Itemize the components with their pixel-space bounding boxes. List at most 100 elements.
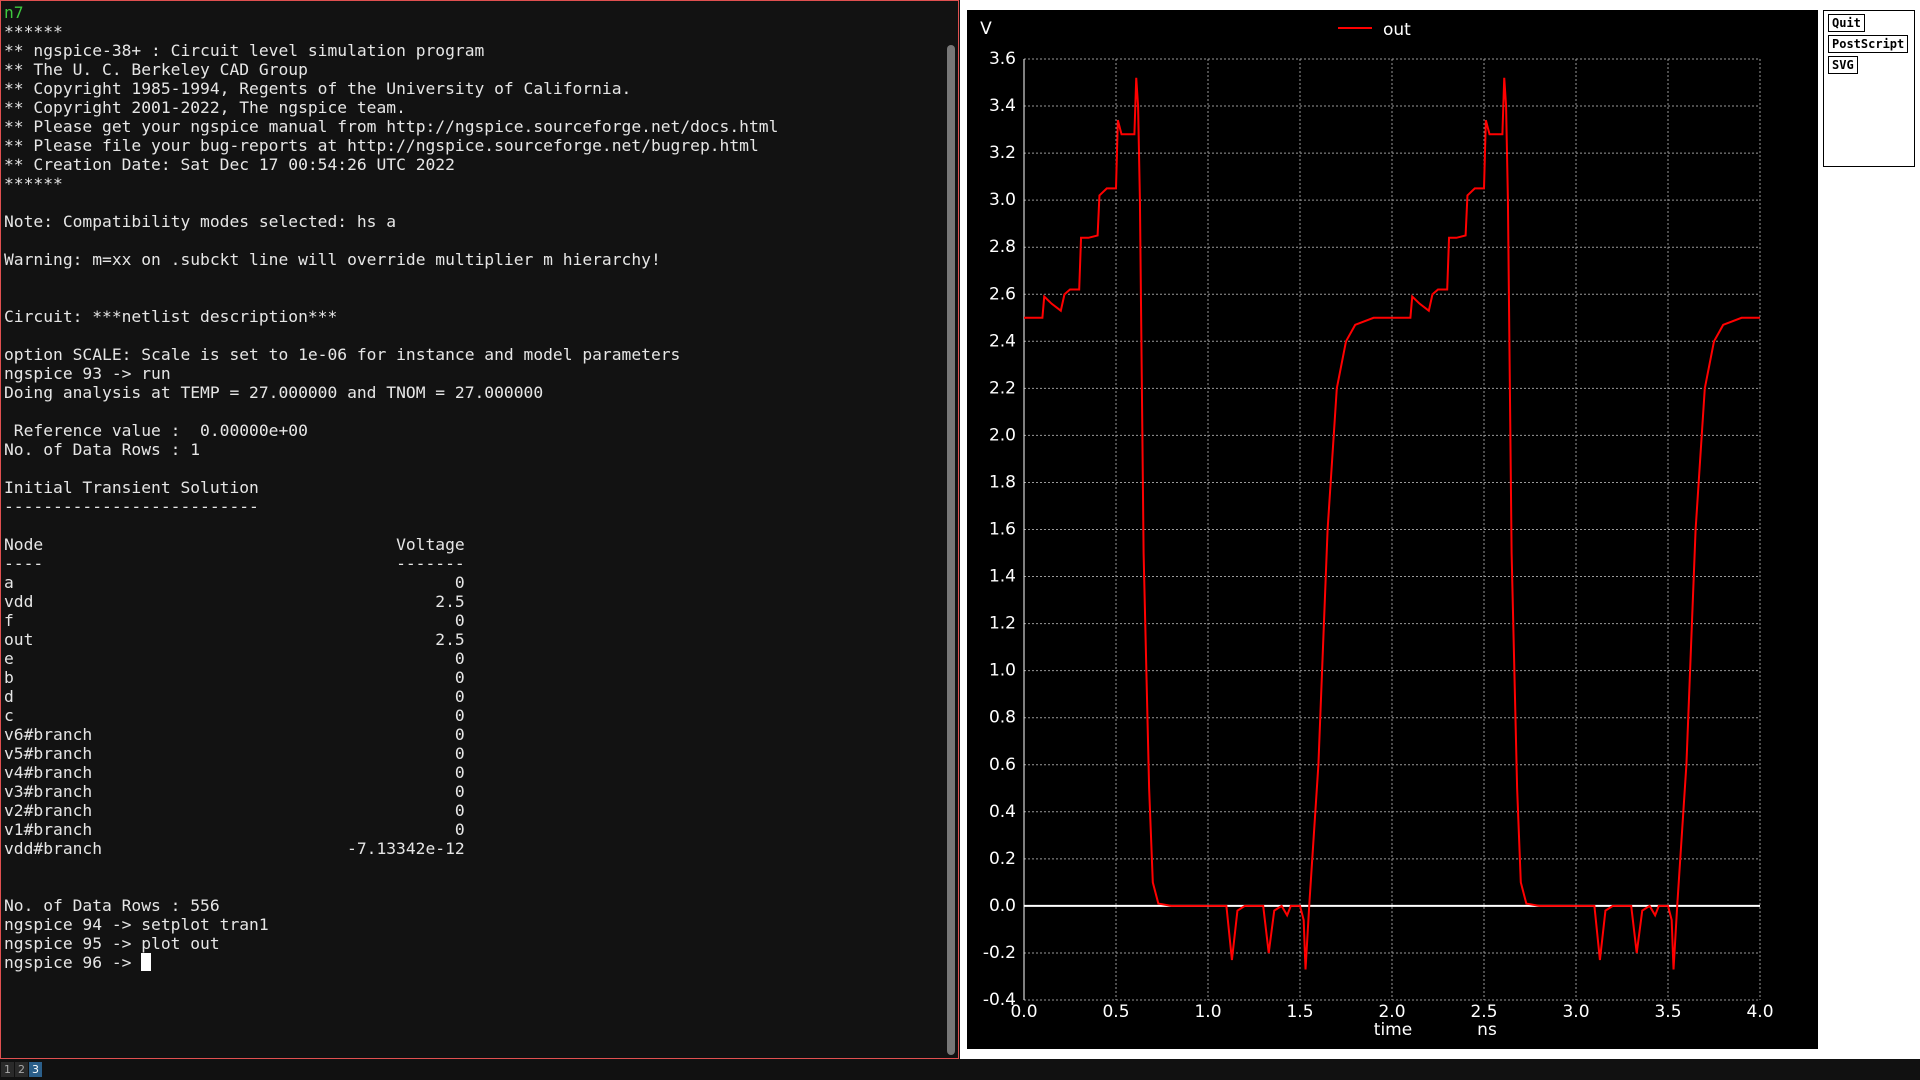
node-name: v5#branch: [4, 744, 93, 763]
y-tick-label: 1.6: [989, 520, 1016, 540]
x-tick-label: 2.0: [1378, 1002, 1405, 1022]
terminal-line: ** Copyright 2001-2022, The ngspice team…: [4, 98, 406, 117]
terminal-line: ** Please get your ngspice manual from h…: [4, 117, 779, 136]
node-name: f: [4, 611, 14, 630]
y-tick-label: 0.0: [989, 896, 1016, 916]
terminal-line: No. of Data Rows : 556: [4, 896, 220, 915]
table-row: vdd#branch -7.13342e-12: [4, 839, 465, 858]
node-name: a: [4, 573, 14, 592]
y-tick-label: 2.6: [989, 284, 1016, 304]
terminal-line: Note: Compatibility modes selected: hs a: [4, 212, 397, 231]
node-name: Node: [4, 535, 44, 554]
y-tick-label: 0.4: [989, 802, 1016, 822]
y-tick-label: 1.2: [989, 614, 1016, 634]
y-tick-label: -0.2: [983, 943, 1016, 963]
node-voltage: 0: [454, 668, 465, 687]
y-tick-label: 2.2: [989, 378, 1016, 398]
node-voltage: 0: [454, 687, 465, 706]
terminal-line: --------------------------: [4, 497, 259, 516]
terminal-output: ****** ** ngspice-38+ : Circuit level sim…: [4, 22, 778, 972]
node-voltage: 2.5: [435, 592, 465, 611]
node-voltage: Voltage: [396, 535, 465, 554]
blank-line: ​: [4, 231, 778, 250]
node-name: b: [4, 668, 14, 687]
terminal-line: ngspice 94 -> setplot tran1: [4, 915, 269, 934]
blank-line: ​: [4, 326, 778, 345]
table-row: v4#branch 0: [4, 763, 465, 782]
terminal-line: Reference value : 0.00000e+00: [4, 421, 308, 440]
table-row: v2#branch 0: [4, 801, 465, 820]
node-voltage: 0: [454, 706, 465, 725]
node-voltage: 0: [454, 725, 465, 744]
terminal: n7 ****** ** ngspice-38+ : Circuit level …: [0, 0, 959, 1059]
table-row: v6#branch 0: [4, 725, 465, 744]
y-tick-label: 3.4: [989, 96, 1016, 116]
table-row: Node Voltage: [4, 535, 465, 554]
x-tick-label: 1.0: [1194, 1002, 1221, 1022]
node-name: vdd: [4, 592, 34, 611]
terminal-line: ** Please file your bug-reports at http:…: [4, 136, 759, 155]
terminal-line: option SCALE: Scale is set to 1e-06 for …: [4, 345, 681, 364]
button[interactable]: SVG: [1828, 56, 1858, 74]
y-tick-label: -0.4: [983, 990, 1016, 1010]
node-voltage: 0: [454, 573, 465, 592]
y-tick-label: 2.4: [989, 331, 1016, 351]
node-voltage: 0: [454, 763, 465, 782]
y-tick-label: 3.6: [989, 49, 1016, 69]
node-name: v6#branch: [4, 725, 93, 744]
table-row: v3#branch 0: [4, 782, 465, 801]
terminal-line: ** ngspice-38+ : Circuit level simulatio…: [4, 41, 485, 60]
terminal-line: Doing analysis at TEMP = 27.000000 and T…: [4, 383, 544, 402]
blank-line: ​: [4, 402, 778, 421]
y-tick-label: 1.8: [989, 472, 1016, 492]
x-tick-label: 2.5: [1470, 1002, 1497, 1022]
node-voltage: 0: [454, 801, 465, 820]
x-tick-label: 1.5: [1286, 1002, 1313, 1022]
blank-line: ​: [4, 516, 778, 535]
table-row: ---- -------: [4, 554, 465, 573]
terminal-line: Warning: m=xx on .subckt line will overr…: [4, 250, 661, 269]
workspace-tab[interactable]: 2: [15, 1062, 28, 1077]
y-tick-label: 2.0: [989, 425, 1016, 445]
y-tick-label: 2.8: [989, 237, 1016, 257]
x-axis-label: time: [1374, 1020, 1412, 1040]
x-tick-label: 0.5: [1102, 1002, 1129, 1022]
blank-line: ​: [4, 269, 778, 288]
node-name: d: [4, 687, 14, 706]
terminal-line: Initial Transient Solution: [4, 478, 259, 497]
workspace-tab[interactable]: 3: [29, 1062, 42, 1077]
y-tick-label: 0.8: [989, 708, 1016, 728]
node-voltage: 0: [454, 744, 465, 763]
scrollbar[interactable]: [947, 45, 955, 1055]
terminal-line: ngspice 95 -> plot out: [4, 934, 220, 953]
node-name: out: [4, 630, 34, 649]
button[interactable]: PostScript: [1828, 35, 1909, 53]
y-tick-label: 3.2: [989, 143, 1016, 163]
cursor: [141, 953, 152, 971]
x-tick-label: 3.5: [1654, 1002, 1681, 1022]
button[interactable]: Quit: [1828, 14, 1865, 32]
table-row: v5#branch 0: [4, 744, 465, 763]
y-tick-label: 0.6: [989, 755, 1016, 775]
table-row: v1#branch 0: [4, 820, 465, 839]
x-tick-label: 0.0: [1010, 1002, 1037, 1022]
y-tick-label: 1.0: [989, 661, 1016, 681]
workspace-tab[interactable]: 1: [1, 1062, 14, 1077]
terminal-line: ngspice 96 ->: [4, 953, 778, 972]
table-row: vdd 2.5: [4, 592, 465, 611]
blank-line: ​: [4, 288, 778, 307]
node-name: c: [4, 706, 14, 725]
x-axis-unit: ns: [1477, 1020, 1497, 1040]
node-name: ----: [4, 554, 44, 573]
terminal-line: ** Creation Date: Sat Dec 17 00:54:26 UT…: [4, 155, 455, 174]
node-voltage: -7.13342e-12: [347, 839, 465, 858]
blank-line: ​: [4, 459, 778, 478]
